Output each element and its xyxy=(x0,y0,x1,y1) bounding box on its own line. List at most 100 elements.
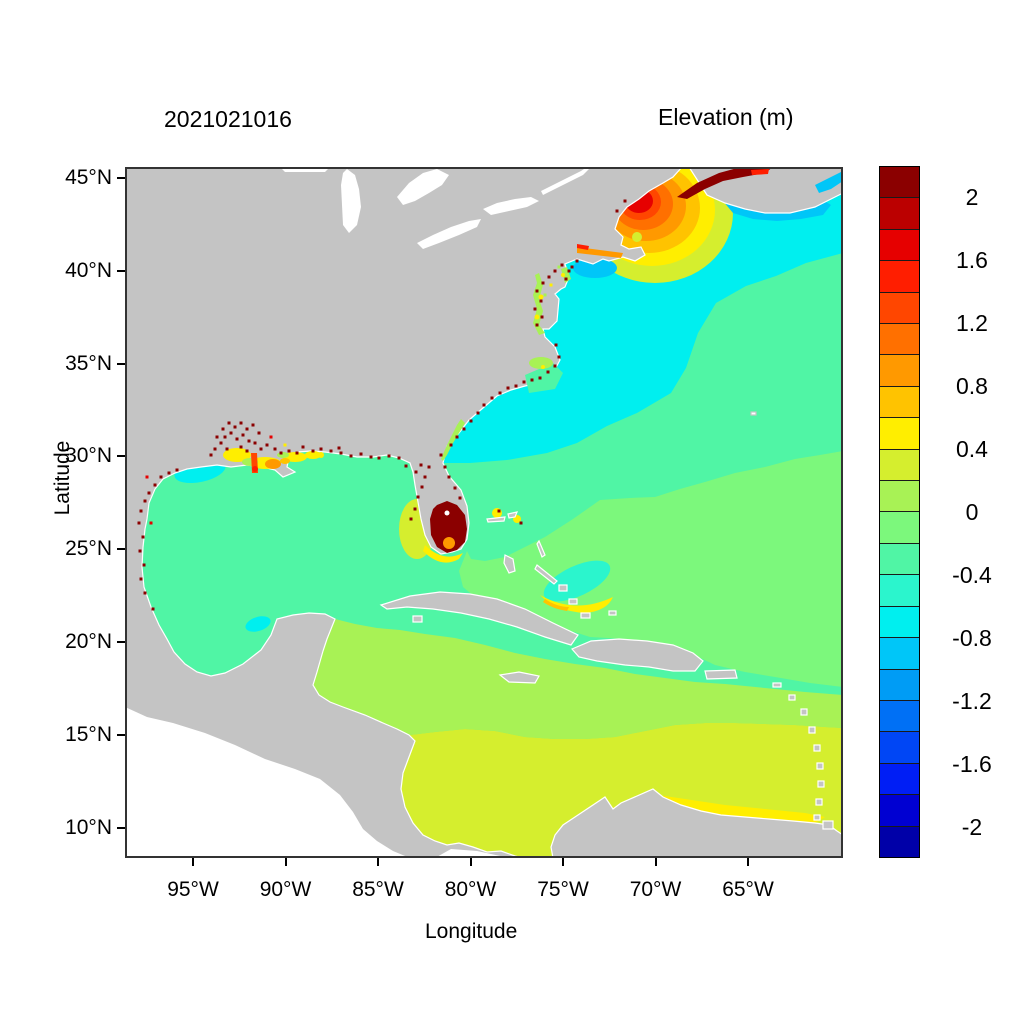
colorbar-segment xyxy=(880,699,919,732)
surge-speckle xyxy=(539,299,543,303)
colorbar-segment xyxy=(880,417,919,449)
surge-speckle xyxy=(239,445,243,449)
surge-speckle xyxy=(283,443,287,447)
surge-speckle xyxy=(149,521,153,525)
surge-speckle xyxy=(537,311,541,315)
surge-speckle xyxy=(153,483,157,487)
x-tick-label: 80°W xyxy=(444,878,497,901)
surge-speckle xyxy=(257,431,261,435)
colorbar-segment xyxy=(880,323,919,355)
x-tick-mark xyxy=(469,858,472,866)
surge-speckle xyxy=(229,431,233,435)
x-tick-mark xyxy=(284,858,287,866)
land-trinidad xyxy=(822,820,834,830)
chesapeake-green-strip xyxy=(533,273,545,335)
colorbar-tick-label: 1.2 xyxy=(956,310,988,337)
lake-erie xyxy=(417,219,481,249)
surge-speckle xyxy=(145,475,149,479)
surge-speckle xyxy=(138,549,142,553)
colorbar-tick-label: 1.6 xyxy=(956,247,988,274)
colorbar-segment xyxy=(880,385,919,418)
colorbar xyxy=(879,166,920,858)
surge-speckle xyxy=(615,209,619,213)
surge-speckle xyxy=(522,380,526,384)
surge-speckle xyxy=(311,449,315,453)
surge-speckle xyxy=(142,563,146,567)
surge-speckle xyxy=(359,452,363,456)
y-tick-mark xyxy=(117,269,125,272)
surge-speckle xyxy=(623,199,627,203)
surge-speckle xyxy=(423,475,427,479)
surge-speckle xyxy=(476,411,480,415)
x-tick-label: 75°W xyxy=(537,878,589,901)
bahama-yellow-crescent xyxy=(540,595,613,613)
surge-speckle xyxy=(560,263,564,267)
surge-speckle xyxy=(167,471,171,475)
colorbar-segment xyxy=(880,511,919,543)
y-tick-label: 30°N xyxy=(65,444,112,468)
surge-speckle xyxy=(554,343,558,347)
long-island-orange-strip xyxy=(577,247,623,258)
surge-speckle xyxy=(219,441,223,445)
surge-speckle xyxy=(387,454,391,458)
colorbar-segment xyxy=(880,197,919,229)
y-tick-label: 10°N xyxy=(65,815,112,839)
surge-speckle xyxy=(147,491,151,495)
surge-speckle xyxy=(575,259,579,263)
colorbar-segment xyxy=(880,354,919,386)
x-tick-mark xyxy=(377,858,379,866)
surge-speckle xyxy=(443,465,447,469)
x-axis-label: Longitude xyxy=(425,920,518,943)
surge-speckle xyxy=(482,403,486,407)
la-green-patch-2 xyxy=(277,452,289,458)
y-tick-label: 25°N xyxy=(65,537,112,561)
surge-speckle xyxy=(497,509,501,513)
x-tick-label: 95°W xyxy=(167,878,219,901)
mobile-bay-yellow-dot xyxy=(318,452,324,458)
y-tick-mark xyxy=(117,362,125,365)
pamlico-mint-tongue xyxy=(525,363,563,393)
la-amber-patch xyxy=(280,458,290,464)
coastal-red-speckles xyxy=(137,199,627,611)
land-hispaniola xyxy=(571,638,704,672)
pamlico-green-patch xyxy=(529,357,553,369)
ms-yellow-patch xyxy=(305,451,321,459)
y-tick-label: 45°N xyxy=(65,165,112,189)
lake-okeechobee-dot xyxy=(444,510,450,516)
y-tick-mark xyxy=(117,176,125,179)
surge-speckle xyxy=(259,447,263,451)
colorbar-tick-label: 2 xyxy=(965,184,979,211)
surge-speckle xyxy=(265,443,269,447)
surge-speckle xyxy=(514,384,518,388)
x-tick-mark xyxy=(562,858,564,866)
pamlico-yellow-dot xyxy=(541,365,545,369)
colorbar-tick-label: -1.6 xyxy=(952,750,992,777)
land-cuba xyxy=(379,591,579,646)
x-tick-label: 70°W xyxy=(629,878,682,901)
surge-speckle xyxy=(414,470,418,474)
surge-speckle xyxy=(409,517,413,521)
bahama-amber-arc xyxy=(543,599,569,611)
surge-speckle xyxy=(159,475,163,479)
surge-speckle xyxy=(541,281,545,285)
surge-speckle xyxy=(453,486,457,490)
bay-of-fundy-darkred-streak xyxy=(677,167,773,199)
surge-speckle xyxy=(213,447,217,451)
surge-speckle xyxy=(221,427,225,431)
surge-speckle xyxy=(447,475,451,479)
surge-speckle xyxy=(143,499,147,503)
colorbar-tick-label: -0.8 xyxy=(952,624,992,651)
surge-speckle xyxy=(570,265,574,269)
florida-darkred-flood-blob xyxy=(430,501,467,553)
surge-speckle xyxy=(462,427,466,431)
ocean-band-yellowgreen xyxy=(343,707,843,858)
colorbar-segment xyxy=(880,637,919,669)
surge-speckle xyxy=(369,455,373,459)
surge-speckle xyxy=(506,386,510,390)
x-tick-mark xyxy=(747,858,749,866)
colorbar-segment xyxy=(880,574,919,606)
surge-speckle xyxy=(557,265,561,269)
x-tick-label: 90°W xyxy=(259,878,312,901)
y-tick-label: 35°N xyxy=(65,351,112,375)
land-bermuda xyxy=(750,411,757,416)
